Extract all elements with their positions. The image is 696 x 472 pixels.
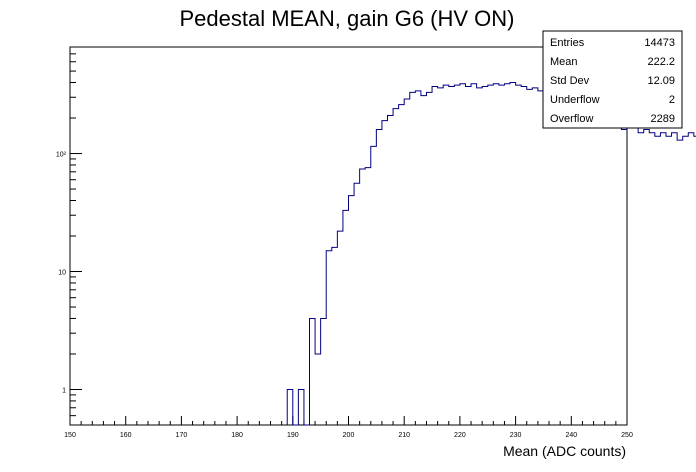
stats-box-frame — [542, 30, 683, 129]
x-axis-title: Mean (ADC counts) — [503, 443, 626, 459]
stats-box: Entries 14473 Mean 222.2 Std Dev 12.09 Underfl… — [542, 30, 683, 129]
stats-value: 222.2 — [647, 56, 675, 68]
stats-value: 12.09 — [647, 75, 675, 87]
stats-label: Std Dev — [550, 75, 590, 87]
x-tick-label: 220 — [454, 432, 466, 439]
stats-value: 2289 — [651, 113, 675, 125]
histogram-line — [286, 82, 696, 426]
x-tick-label: 240 — [565, 432, 577, 439]
y-tick-label: 10 — [58, 270, 66, 277]
stats-value: 14473 — [644, 37, 675, 49]
x-tick-label: 170 — [176, 432, 188, 439]
x-tick-label: 180 — [231, 432, 243, 439]
chart-title: Pedestal MEAN, gain G6 (HV ON) — [179, 6, 514, 31]
x-tick-label: 160 — [120, 432, 132, 439]
x-axis: 150 160 170 180 190 200 210 220 230 240 250 — [64, 416, 633, 439]
stats-label: Mean — [550, 56, 578, 68]
x-tick-label: 210 — [398, 432, 410, 439]
x-tick-label: 200 — [343, 432, 355, 439]
y-tick-label: 10² — [56, 152, 67, 159]
stats-label: Overflow — [550, 113, 593, 125]
x-tick-label: 250 — [621, 432, 633, 439]
stats-value: 2 — [669, 94, 675, 106]
y-tick-label: 1 — [62, 387, 66, 394]
x-tick-label: 150 — [64, 432, 76, 439]
y-axis: 1 10 10² — [56, 46, 82, 426]
x-tick-label: 230 — [510, 432, 522, 439]
x-tick-label: 190 — [287, 432, 299, 439]
stats-label: Entries — [550, 37, 585, 49]
stats-label: Underflow — [550, 94, 600, 106]
